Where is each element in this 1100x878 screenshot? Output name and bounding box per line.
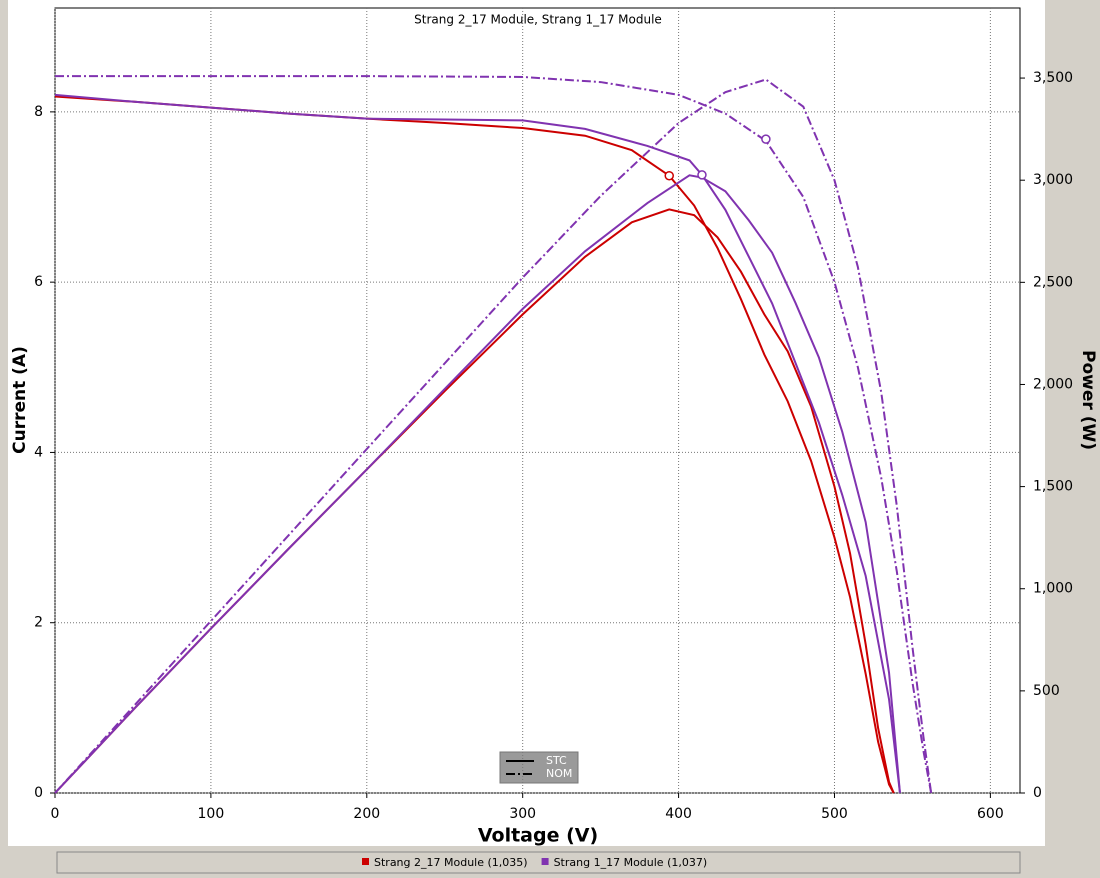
y-tick-label: 0 [34,785,43,801]
x-tick-label: 0 [51,806,60,822]
mpp-marker [761,134,771,144]
y-axis-label: Current (A) [10,346,30,454]
x-tick-label: 300 [509,806,536,822]
series-line [54,78,933,794]
y2-tick-label: 1,000 [1033,581,1073,597]
chart-title: Strang 2_17 Module, Strang 1_17 Module [414,13,662,27]
legend-label: Strang 1_17 Module (1,037) [554,856,708,869]
legend-bar [56,851,1021,874]
y2-tick-label: 0 [1033,785,1042,801]
y-tick-label: 4 [34,444,43,460]
style-legend-box [499,751,579,784]
style-legend-label: NOM [546,767,572,780]
legend-label: Strang 2_17 Module (1,035) [374,856,528,869]
mpp-marker [664,170,674,181]
y2-tick-label: 3,000 [1033,172,1073,188]
plot-area [54,7,1021,794]
y2-tick-label: 3,500 [1033,70,1073,86]
y2-tick-label: 1,500 [1033,479,1073,495]
y-tick-label: 2 [34,615,43,631]
y2-axis-label: Power (W) [1078,350,1098,450]
legend-swatch [541,858,549,865]
x-axis-label: Voltage (V) [478,825,598,847]
legend-swatch [362,858,369,865]
x-tick-label: 200 [353,806,380,822]
style-legend-label: STC [546,754,567,767]
series-line [54,93,901,794]
series-line [54,174,901,794]
y-tick-label: 6 [34,274,43,290]
x-tick-label: 600 [977,806,1004,822]
x-tick-label: 500 [821,806,848,822]
y-tick-label: 8 [34,104,43,120]
y2-tick-label: 2,000 [1033,376,1073,392]
mpp-marker [697,170,707,180]
y2-tick-label: 500 [1033,683,1060,699]
y2-tick-label: 2,500 [1033,274,1073,290]
x-tick-label: 400 [665,806,692,822]
x-tick-label: 100 [198,806,225,822]
